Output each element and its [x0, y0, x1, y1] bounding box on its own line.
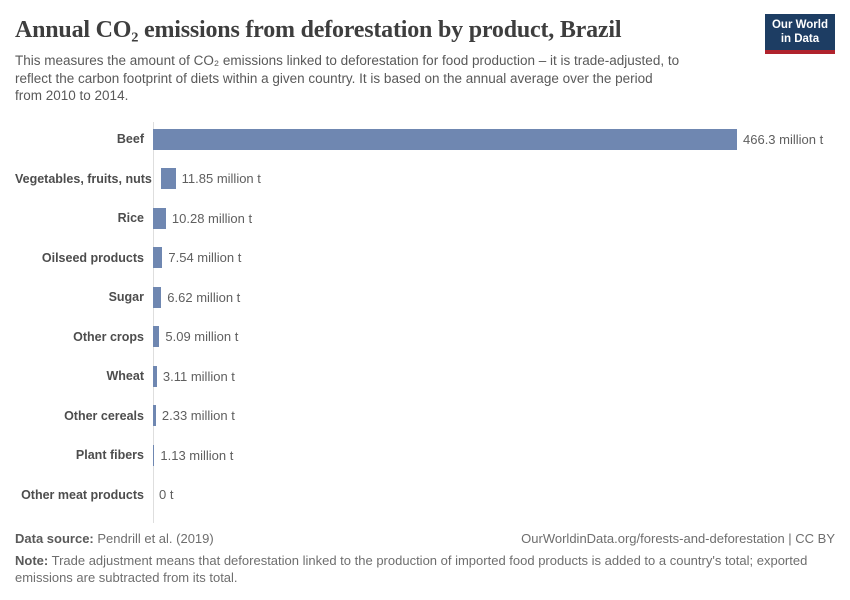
logo-line-2: in Data [780, 33, 820, 46]
chart-header: Annual CO₂ emissions from deforestation … [15, 14, 835, 105]
bar-track: 10.28 million t [153, 207, 835, 229]
value-label: 7.54 million t [168, 250, 242, 266]
value-label: 5.09 million t [165, 329, 239, 345]
owid-logo: Our World in Data [764, 14, 835, 54]
category-label: Plant fibers [75, 448, 144, 463]
bar [153, 286, 162, 308]
bar-chart: Beef 466.3 million t Vegetables, fruits, n… [15, 120, 835, 523]
category-label: Rice [117, 211, 144, 226]
bar-track: 7.54 million t [153, 247, 835, 269]
chart-row: Other crops 5.09 million t [15, 317, 835, 357]
value-label: 3.11 million t [162, 368, 235, 384]
bar [153, 365, 157, 387]
chart-row: Other meat products 0 t [15, 475, 835, 515]
bar-track: 0 t [153, 484, 835, 505]
bar-track: 11.85 million t [160, 168, 835, 190]
category-label: Other cereals [64, 408, 144, 423]
bar [153, 405, 156, 427]
value-label: 466.3 million t [743, 131, 824, 147]
category-label: Beef [116, 132, 144, 147]
bar-track: 6.62 million t [153, 286, 835, 308]
value-label: 10.28 million t [171, 210, 253, 226]
note-text: Trade adjustment means that deforestatio… [15, 552, 808, 585]
chart-row: Oilseed products 7.54 million t [15, 238, 835, 278]
category-label: Vegetables, fruits, nuts [15, 171, 152, 186]
chart-row: Sugar 6.62 million t [15, 278, 835, 318]
chart-row: Wheat 3.11 million t [15, 357, 835, 397]
bar [160, 168, 176, 190]
chart-footer: Data source: Pendrill et al. (2019) OurW… [15, 530, 835, 586]
bar-track: 466.3 million t [153, 128, 835, 150]
chart-row: Other cereals 2.33 million t [15, 396, 835, 436]
note-label: Note: [15, 552, 49, 568]
category-label: Sugar [108, 290, 144, 305]
category-label: Oilseed products [41, 250, 144, 265]
value-label: 6.62 million t [167, 289, 241, 305]
bar-track: 5.09 million t [153, 326, 835, 348]
chart-subtitle: This measures the amount of CO₂ emission… [15, 53, 680, 103]
chart-rows: Beef 466.3 million t Vegetables, fruits, n… [15, 120, 835, 515]
license-link[interactable]: OurWorldinData.org/forests-and-deforesta… [521, 530, 835, 546]
page-title: Annual CO₂ emissions from deforestation … [15, 17, 622, 43]
data-source-value: Pendrill et al. (2019) [97, 530, 214, 546]
category-label: Other crops [73, 329, 144, 344]
value-label: 1.13 million t [160, 447, 234, 463]
value-label: 11.85 million t [181, 171, 261, 187]
category-label: Wheat [106, 369, 145, 384]
logo-line-1: Our World [771, 19, 828, 31]
bar [153, 128, 737, 150]
bar [153, 207, 166, 229]
chart-row: Vegetables, fruits, nuts 11.85 million t [15, 159, 835, 199]
bar-track: 3.11 million t [153, 365, 835, 387]
chart-row: Beef 466.3 million t [15, 120, 835, 160]
bar [153, 444, 155, 466]
bar-track: 2.33 million t [153, 405, 835, 427]
category-label: Other meat products [21, 487, 144, 502]
value-label: 2.33 million t [161, 408, 235, 424]
bar [153, 247, 163, 269]
bar-track: 1.13 million t [153, 444, 835, 466]
bar [153, 326, 160, 348]
chart-row: Rice 10.28 million t [15, 199, 835, 239]
chart-row: Plant fibers 1.13 million t [15, 436, 835, 476]
y-axis-line [153, 121, 154, 523]
chart-note: Note: Trade adjustment means that defore… [15, 552, 835, 586]
data-source-label: Data source: [15, 530, 94, 546]
value-label: 0 t [159, 487, 174, 503]
data-source: Data source: Pendrill et al. (2019) [15, 530, 214, 547]
